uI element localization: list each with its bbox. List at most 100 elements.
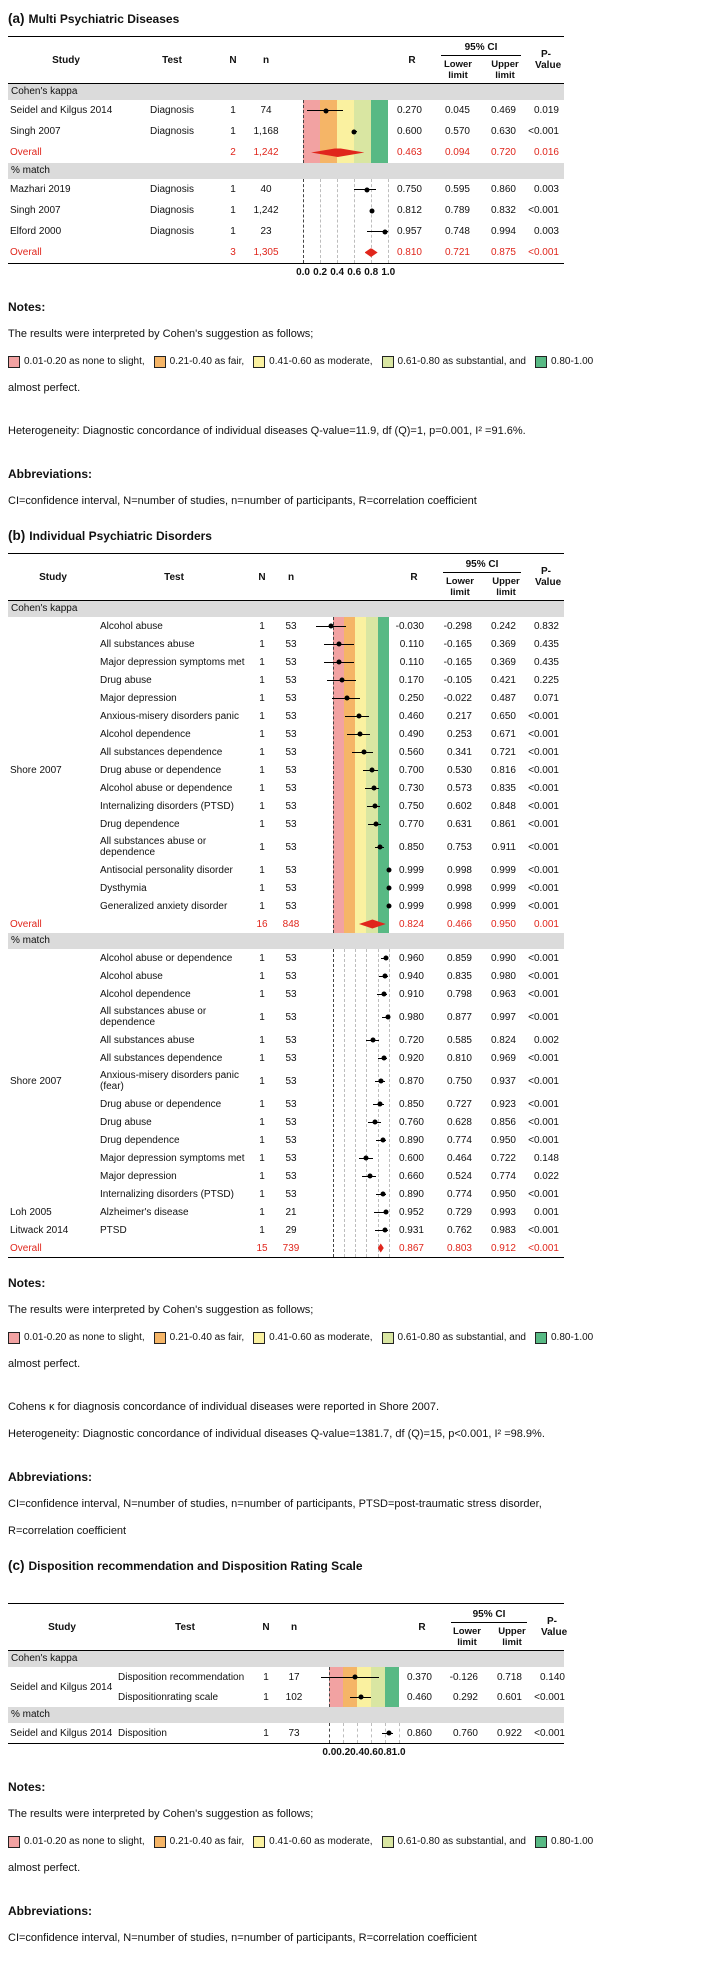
study-cell: Litwack 2014 xyxy=(8,1225,98,1236)
n-studies-cell: 1 xyxy=(250,1053,274,1064)
point-estimate xyxy=(344,696,349,701)
p-value-cell: 0.148 xyxy=(528,1153,564,1164)
study-cell: Overall xyxy=(8,247,124,258)
study-cell: Seidel and Kilgus 2014 xyxy=(8,105,124,116)
upper-limit-cell: 0.963 xyxy=(484,989,528,1000)
n-participants-cell: 40 xyxy=(246,184,286,195)
panel-title-text: Multi Psychiatric Diseases xyxy=(29,12,180,26)
axis-tick-label: 1.0 xyxy=(381,267,395,278)
r-value-cell: 0.931 xyxy=(392,1225,436,1236)
n-studies-cell: 2 xyxy=(220,147,246,158)
legend-item: 0.41-0.60 as moderate, xyxy=(253,1324,372,1351)
r-value-cell: 0.999 xyxy=(392,901,436,912)
test-cell: Anxious-misery disorders panic (fear) xyxy=(98,1067,250,1095)
point-estimate xyxy=(386,868,391,873)
upper-limit-cell: 0.630 xyxy=(482,126,528,137)
upper-limit-cell: 0.994 xyxy=(482,226,528,237)
overall-diamond xyxy=(359,920,386,929)
r-value-cell: 0.870 xyxy=(392,1076,436,1087)
notes-intro-line: The results were interpreted by Cohen's … xyxy=(8,1801,709,1828)
p-value-cell: <0.001 xyxy=(534,1692,570,1703)
col-header-n-participants: n xyxy=(246,55,286,66)
study-cell: Shore 2007 xyxy=(8,765,98,776)
p-value-cell: <0.001 xyxy=(528,1053,564,1064)
forest-plot-cell xyxy=(308,1095,392,1113)
point-estimate xyxy=(359,1695,364,1700)
r-value-cell: 0.999 xyxy=(392,865,436,876)
upper-limit-cell: 0.718 xyxy=(490,1672,534,1683)
forest-plot-cell xyxy=(308,915,392,933)
upper-limit-cell: 0.720 xyxy=(482,147,528,158)
test-cell: Diagnosis xyxy=(124,105,220,116)
legend-swatch xyxy=(253,1332,265,1344)
test-cell: Alcohol abuse xyxy=(98,971,250,982)
p-value-cell: <0.001 xyxy=(528,711,564,722)
n-participants-cell: 73 xyxy=(278,1728,310,1739)
r-value-cell: 0.760 xyxy=(392,1117,436,1128)
legend-item: 0.01-0.20 as none to slight, xyxy=(8,1324,145,1351)
lower-limit-cell: 0.045 xyxy=(434,105,482,116)
legend-item: 0.61-0.80 as substantial, and xyxy=(382,1828,526,1855)
shore-note-line: Cohens κ for diagnosis concordance of in… xyxy=(8,1394,709,1421)
n-participants-cell: 1,242 xyxy=(246,205,286,216)
n-studies-cell: 1 xyxy=(250,865,274,876)
upper-limit-cell: 0.242 xyxy=(484,621,528,632)
forest-plot-cell xyxy=(308,689,392,707)
upper-limit-cell: 0.824 xyxy=(484,1035,528,1046)
n-studies-cell: 1 xyxy=(220,184,246,195)
test-cell: All substances abuse or dependence xyxy=(98,1003,250,1031)
point-estimate xyxy=(381,992,386,997)
col-header-p-value: P-Value xyxy=(528,566,564,588)
point-estimate xyxy=(378,1102,383,1107)
lower-limit-cell: -0.105 xyxy=(436,675,484,686)
test-cell: Disposition xyxy=(116,1728,254,1739)
test-cell: Alcohol abuse xyxy=(98,621,250,632)
lower-limit-cell: 0.721 xyxy=(434,247,482,258)
r-value-cell: 0.860 xyxy=(400,1728,444,1739)
lower-limit-cell: -0.165 xyxy=(436,639,484,650)
lower-limit-cell: 0.798 xyxy=(436,989,484,1000)
n-studies-cell: 1 xyxy=(250,842,274,853)
lower-limit-cell: 0.877 xyxy=(436,1012,484,1023)
test-cell: Alcohol dependence xyxy=(98,729,250,740)
panel-title: (a)Multi Psychiatric Diseases xyxy=(8,10,709,28)
upper-limit-cell: 0.912 xyxy=(484,1243,528,1254)
r-value-cell: 0.463 xyxy=(390,147,434,158)
n-studies-cell: 1 xyxy=(250,747,274,758)
p-value-cell: <0.001 xyxy=(534,1728,570,1739)
forest-plot-cell xyxy=(308,861,392,879)
r-value-cell: 0.910 xyxy=(392,989,436,1000)
forest-plot-cell xyxy=(308,725,392,743)
lower-limit-cell: 0.585 xyxy=(436,1035,484,1046)
point-estimate xyxy=(358,732,363,737)
point-estimate xyxy=(378,845,383,850)
legend-item: 0.61-0.80 as substantial, and xyxy=(382,348,526,375)
p-value-cell: 0.140 xyxy=(534,1672,570,1683)
n-participants-cell: 53 xyxy=(274,883,308,894)
notes-block: Notes:The results were interpreted by Co… xyxy=(8,1270,709,1545)
n-participants-cell: 53 xyxy=(274,711,308,722)
test-cell: Major depression xyxy=(98,1171,250,1182)
n-studies-cell: 1 xyxy=(250,1135,274,1146)
upper-limit-cell: 0.937 xyxy=(484,1076,528,1087)
n-participants-cell: 53 xyxy=(274,693,308,704)
upper-limit-cell: 0.990 xyxy=(484,953,528,964)
forest-plot-cell xyxy=(310,1687,400,1707)
upper-limit-cell: 0.650 xyxy=(484,711,528,722)
test-cell: Major depression symptoms met xyxy=(98,1153,250,1164)
n-participants-cell: 53 xyxy=(274,675,308,686)
lower-limit-cell: 0.253 xyxy=(436,729,484,740)
n-participants-cell: 53 xyxy=(274,801,308,812)
test-cell: Major depression symptoms met xyxy=(98,657,250,668)
p-value-cell: <0.001 xyxy=(528,783,564,794)
